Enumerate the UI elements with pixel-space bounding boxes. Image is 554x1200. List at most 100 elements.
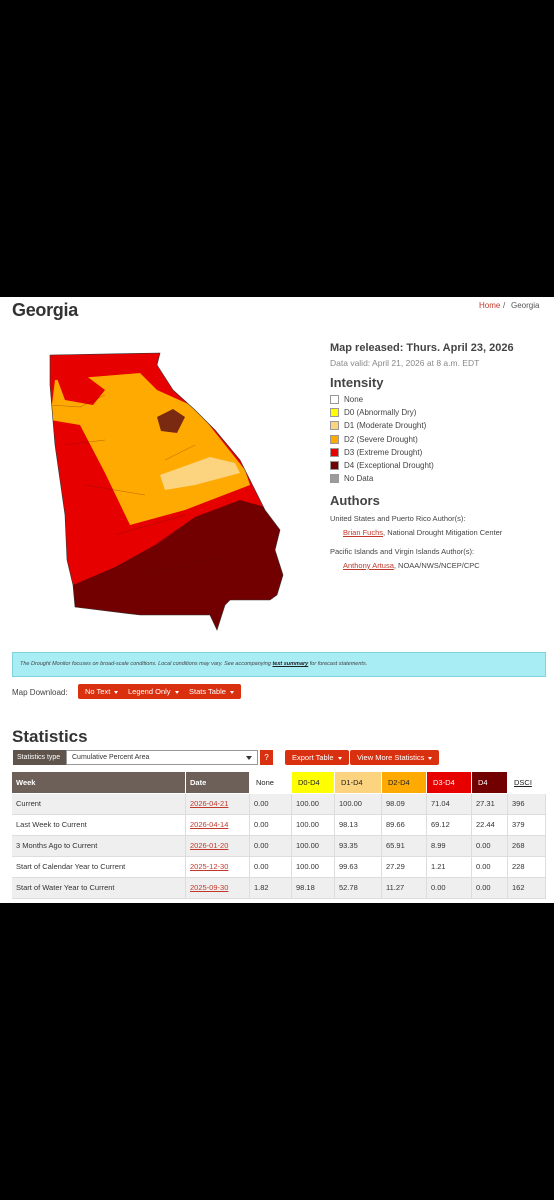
table-cell: Start of Water Year to Current <box>12 878 186 899</box>
table-cell: 100.00 <box>292 857 335 878</box>
legend-swatch <box>330 395 339 404</box>
map-d4 <box>73 500 283 630</box>
download-button[interactable]: Stats Table <box>182 684 241 699</box>
table-cell: 1.82 <box>250 878 292 899</box>
notice-text: The Drought Monitor focuses on broad-sca… <box>20 661 271 667</box>
table-header: None <box>250 772 292 794</box>
map-d3-north <box>55 373 105 405</box>
breadcrumb-current: Georgia <box>511 301 540 310</box>
map-lake <box>157 409 185 433</box>
table-cell: 93.35 <box>335 836 382 857</box>
legend-label: D4 (Exceptional Drought) <box>344 461 434 470</box>
breadcrumb-link[interactable]: Home <box>479 301 501 310</box>
table-cell: 100.00 <box>335 794 382 815</box>
date-link[interactable]: 2025-09-30 <box>186 878 250 899</box>
legend-label: D1 (Moderate Drought) <box>344 421 427 431</box>
table-cell: 396 <box>508 794 546 815</box>
table-cell: 89.66 <box>382 815 427 836</box>
content: Georgia Home / Georgia Map released: Thu… <box>0 297 554 903</box>
drought-map <box>49 352 284 631</box>
page-title: Georgia <box>12 300 78 320</box>
data-valid: Data valid: April 21, 2026 at 8 a.m. EDT <box>330 358 480 368</box>
legend-swatch <box>330 474 339 484</box>
date-link[interactable]: 2026-01-20 <box>186 836 250 857</box>
author-affiliation: , NOAA/NWS/NCEP/CPC <box>393 561 480 570</box>
select-caret <box>246 756 252 760</box>
table-header: D2-D4 <box>382 772 427 794</box>
table-cell: 228 <box>508 857 546 878</box>
author-affiliation: , National Drought Mitigation Center <box>383 528 503 537</box>
legend-swatch <box>330 461 339 470</box>
legend-label: None <box>344 395 364 404</box>
table-cell: 22.44 <box>472 815 508 836</box>
table-cell: 65.91 <box>382 836 427 857</box>
statistics-type-select[interactable]: Cumulative Percent Area <box>66 750 258 765</box>
table-cell: 71.04 <box>427 794 472 815</box>
table-cell: 379 <box>508 815 546 836</box>
map-d1 <box>160 457 240 490</box>
table-cell: 8.99 <box>427 836 472 857</box>
table-cell: 100.00 <box>292 836 335 857</box>
table-cell: 100.00 <box>292 794 335 815</box>
date-link[interactable]: 2026-04-21 <box>186 794 250 815</box>
legend-swatch <box>330 421 339 431</box>
table-cell: 268 <box>508 836 546 857</box>
notice-link[interactable]: text summary <box>272 661 309 667</box>
table-header: D0-D4 <box>292 772 335 794</box>
download-label: Map Download: <box>12 688 68 697</box>
date-link[interactable]: 2025-12-30 <box>186 857 250 878</box>
table-header: D4 <box>472 772 508 794</box>
statistics-title: Statistics <box>12 727 88 746</box>
table-cell: 27.31 <box>472 794 508 815</box>
map-released: Map released: Thurs. April 23, 2026 <box>330 342 514 354</box>
notice: The Drought Monitor focuses on broad-sca… <box>12 652 546 677</box>
table-cell: 0.00 <box>427 878 472 899</box>
table-cell: 0.00 <box>250 836 292 857</box>
map-d2 <box>50 373 250 525</box>
legend-swatch <box>330 447 339 457</box>
breadcrumb-separator: / <box>503 301 506 310</box>
help-button[interactable]: ? <box>260 750 273 765</box>
table-cell: 98.09 <box>382 794 427 815</box>
select-value: Cumulative Percent Area <box>72 754 150 761</box>
table-cell: 0.00 <box>472 857 508 878</box>
notice-suffix: for forecast statements. <box>309 661 368 667</box>
table-header: Date <box>186 772 250 794</box>
table-cell: 1.21 <box>427 857 472 878</box>
legend-swatch <box>330 408 339 418</box>
table-cell: 0.00 <box>250 815 292 836</box>
view-more-button[interactable]: View More Statistics <box>350 750 440 765</box>
table-header: D1-D4 <box>335 772 382 794</box>
date-link[interactable]: 2026-04-14 <box>186 815 250 836</box>
table-cell: 0.00 <box>250 794 292 815</box>
legend-swatch <box>330 434 339 444</box>
download-button[interactable]: Legend Only <box>121 684 186 699</box>
table-cell: 99.63 <box>335 857 382 878</box>
table-cell: 100.00 <box>292 815 335 836</box>
table-cell: 27.29 <box>382 857 427 878</box>
table-header: Week <box>12 772 186 794</box>
table-cell: Current <box>12 794 186 815</box>
statistics-type-label: Statistics type <box>13 750 66 765</box>
legend-label: D0 (Abnormally Dry) <box>344 408 417 418</box>
table-cell: 3 Months Ago to Current <box>12 836 186 857</box>
table-cell: 98.18 <box>292 878 335 899</box>
table-header[interactable]: DSCI <box>508 772 546 794</box>
author-heading: Pacific Islands and Virgin Islands Autho… <box>330 547 475 556</box>
table-cell: 52.78 <box>335 878 382 899</box>
author-name[interactable]: Anthony Artusa <box>343 561 394 570</box>
table-cell: 98.13 <box>335 815 382 836</box>
download-button[interactable]: No Text <box>78 684 126 699</box>
legend-label: D2 (Severe Drought) <box>344 434 418 444</box>
export-button[interactable]: Export Table <box>285 750 349 765</box>
authors-title: Authors <box>330 493 380 508</box>
author-name[interactable]: Brian Fuchs <box>343 528 384 537</box>
county-lines <box>50 394 226 576</box>
legend-title: Intensity <box>330 375 384 390</box>
legend-label: D3 (Extreme Drought) <box>344 447 423 457</box>
legend-label: No Data <box>344 474 374 484</box>
table-header: D3-D4 <box>427 772 472 794</box>
table-cell: Start of Calendar Year to Current <box>12 857 186 878</box>
table-cell: 0.00 <box>472 878 508 899</box>
